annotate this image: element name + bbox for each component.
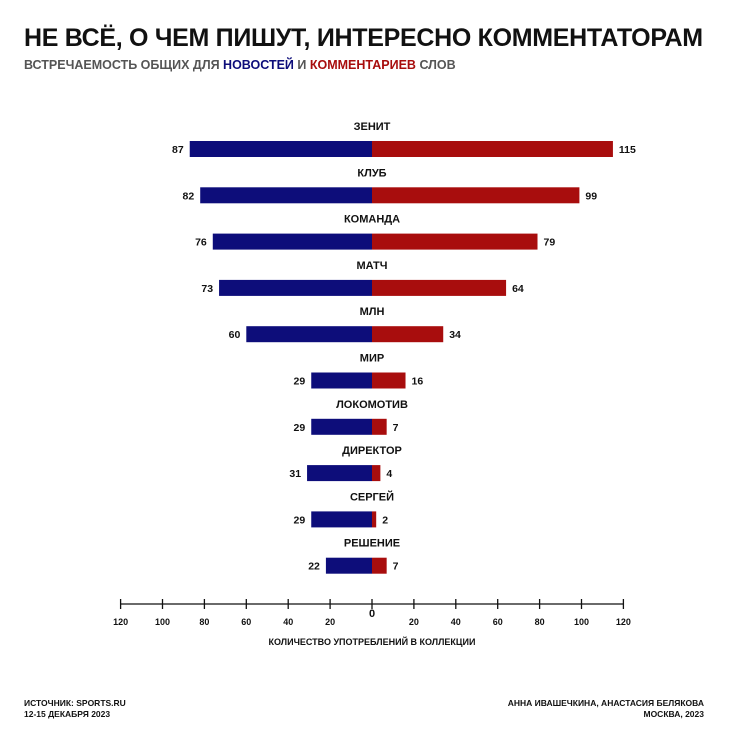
data-label-comments: 4 [386, 468, 392, 480]
bar-news [246, 326, 372, 343]
bar-comments [372, 372, 406, 389]
category-label: МАТЧ [356, 260, 387, 272]
chart-subtitle: ВСТРЕЧАЕМОСТЬ ОБЩИХ ДЛЯ НОВОСТЕЙ И КОММЕ… [24, 58, 456, 72]
bar-comments [372, 233, 538, 250]
data-label-comments: 16 [412, 376, 424, 388]
x-tick-label: 120 [113, 617, 128, 627]
category-label: КОМАНДА [344, 214, 400, 226]
data-label-news: 87 [172, 144, 184, 156]
x-tick-label: 120 [616, 617, 631, 627]
category-label: СЕРГЕЙ [350, 490, 394, 503]
bar-news [212, 233, 372, 250]
bar-news [311, 372, 372, 389]
data-label-comments: 99 [585, 190, 597, 202]
bar-comments [372, 141, 613, 157]
bar-news [200, 187, 372, 204]
data-label-news: 29 [294, 422, 306, 434]
category-label: МЛН [360, 306, 385, 318]
footer-authors-text: АННА ИВАШЕЧКИНА, АНАСТАСИЯ БЕЛЯКОВА [507, 698, 704, 708]
data-label-comments: 115 [619, 144, 636, 156]
data-label-news: 29 [294, 514, 306, 526]
footer-authors: АННА ИВАШЕЧКИНА, АНАСТАСИЯ БЕЛЯКОВА МОСК… [508, 698, 704, 720]
data-label-comments: 34 [449, 329, 461, 341]
category-label: ДИРЕКТОР [342, 445, 402, 457]
x-tick-label: 80 [535, 617, 545, 627]
data-label-news: 31 [289, 468, 301, 480]
x-tick-label: 80 [199, 617, 209, 627]
bar-news [189, 141, 372, 157]
subtitle-comments: КОММЕНТАРИЕВ [309, 58, 416, 72]
bar-comments [372, 557, 387, 574]
x-axis-label: КОЛИЧЕСТВО УПОТРЕБЛЕНИЙ В КОЛЛЕКЦИИ [269, 636, 476, 647]
footer-source: ИСТОЧНИК: SPORTS.RU 12-15 ДЕКАБРЯ 2023 [24, 698, 126, 720]
category-label: КЛУБ [357, 167, 386, 179]
footer-dates-text: 12-15 ДЕКАБРЯ 2023 [24, 709, 111, 719]
x-tick-label: 60 [241, 617, 251, 627]
bar-comments [372, 326, 444, 343]
data-label-news: 73 [201, 283, 213, 295]
bar-comments [372, 418, 387, 435]
category-label: МИР [360, 353, 384, 365]
bar-comments [372, 279, 507, 296]
bar-news [311, 511, 372, 528]
bar-comments [372, 187, 580, 204]
x-tick-label: 100 [155, 617, 170, 627]
bar-comments [372, 465, 381, 482]
data-label-comments: 7 [393, 422, 399, 434]
x-tick-label: 100 [574, 617, 589, 627]
data-label-news: 22 [308, 561, 320, 573]
x-tick-label: 40 [451, 617, 461, 627]
chart-title: НЕ ВСЁ, О ЧЕМ ПИШУТ, ИНТЕРЕСНО КОММЕНТАТ… [24, 24, 703, 52]
category-label: ЛОКОМОТИВ [336, 399, 408, 411]
footer-city-text: МОСКВА, 2023 [643, 709, 704, 719]
x-tick-label: 20 [409, 617, 419, 627]
category-label: ЗЕНИТ [354, 121, 391, 133]
bar-news [325, 557, 372, 574]
footer-source-text: ИСТОЧНИК: SPORTS.RU [24, 698, 126, 708]
bar-comments [372, 511, 377, 528]
x-tick-label: 60 [493, 617, 503, 627]
subtitle-part2: И [293, 58, 310, 72]
subtitle-news: НОВОСТЕЙ [223, 58, 294, 72]
data-label-news: 29 [294, 376, 306, 388]
bar-news [311, 418, 372, 435]
x-tick-label: 0 [369, 608, 375, 620]
subtitle-part3: СЛОВ [415, 58, 456, 72]
bar-news [307, 465, 372, 482]
x-tick-label: 40 [283, 617, 293, 627]
data-label-comments: 64 [512, 283, 524, 295]
category-label: РЕШЕНИЕ [344, 538, 400, 550]
x-tick-label: 20 [325, 617, 335, 627]
data-label-comments: 7 [393, 561, 399, 573]
subtitle-part1: ВСТРЕЧАЕМОСТЬ ОБЩИХ ДЛЯ [24, 58, 224, 72]
data-label-news: 60 [229, 329, 241, 341]
data-label-news: 76 [195, 237, 207, 249]
data-label-news: 82 [183, 190, 195, 202]
data-label-comments: 2 [382, 514, 388, 526]
data-label-comments: 79 [544, 237, 556, 249]
bar-news [219, 279, 372, 296]
